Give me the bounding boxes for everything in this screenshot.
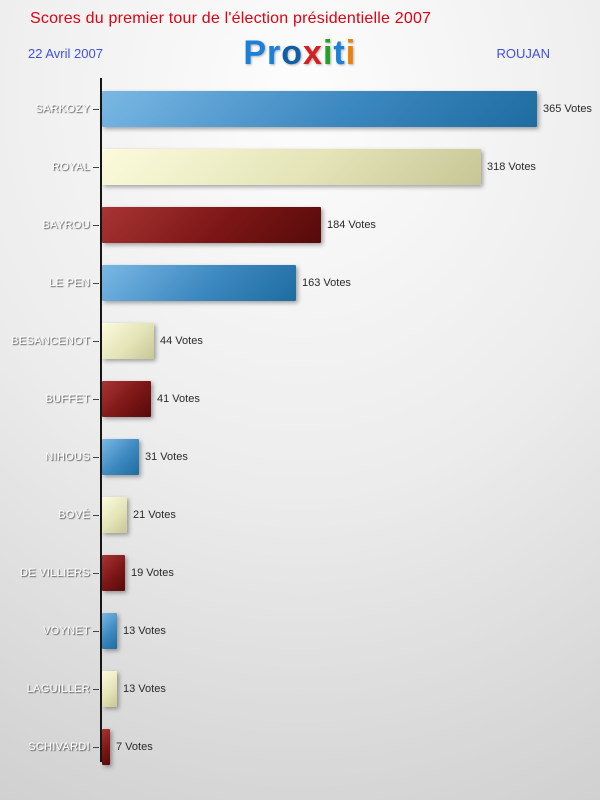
- page-title: Scores du premier tour de l'élection pré…: [30, 10, 432, 27]
- value-label: 7 Votes: [116, 741, 153, 753]
- chart-row: SCHIVARDI 7 Votes: [0, 718, 600, 776]
- bar: [102, 729, 110, 765]
- chart-row: BOVÉ 21 Votes: [0, 486, 600, 544]
- subheader: 22 Avril 2007 Proxiti ROUJAN: [0, 32, 600, 74]
- category-label: BESANCENOT: [11, 335, 90, 347]
- axis-tick-mark: [93, 573, 99, 574]
- bar: [102, 323, 154, 359]
- category-label: SARKOZY: [35, 103, 90, 115]
- category-label: VOYNET: [42, 625, 90, 637]
- chart-row: LE PEN 163 Votes: [0, 254, 600, 312]
- chart-row: VOYNET 13 Votes: [0, 602, 600, 660]
- category-label: LE PEN: [49, 277, 90, 289]
- axis-tick-mark: [93, 747, 99, 748]
- proxiti-logo: Proxiti: [243, 36, 356, 70]
- bar: [102, 439, 139, 475]
- axis-tick-mark: [93, 283, 99, 284]
- bar: [102, 149, 481, 185]
- category-label: ROYAL: [52, 161, 90, 173]
- location-label: ROUJAN: [496, 45, 550, 61]
- value-label: 318 Votes: [487, 161, 536, 173]
- axis-tick-mark: [93, 109, 99, 110]
- value-label: 13 Votes: [123, 683, 166, 695]
- chart-row: BESANCENOT 44 Votes: [0, 312, 600, 370]
- axis-tick-mark: [93, 457, 99, 458]
- value-label: 19 Votes: [131, 567, 174, 579]
- value-label: 163 Votes: [302, 277, 351, 289]
- chart-row: BUFFET 41 Votes: [0, 370, 600, 428]
- category-label: LAGUILLER: [26, 683, 90, 695]
- value-label: 184 Votes: [327, 219, 376, 231]
- logo-letter: P: [243, 34, 267, 72]
- axis-tick-mark: [93, 689, 99, 690]
- axis-tick-mark: [93, 167, 99, 168]
- logo-letter: i: [345, 34, 357, 72]
- axis-tick-mark: [93, 515, 99, 516]
- bar: [102, 381, 151, 417]
- logo-letter: o: [281, 34, 304, 72]
- bar: [102, 497, 127, 533]
- category-label: DE VILLIERS: [20, 567, 90, 579]
- chart-row: NIHOUS 31 Votes: [0, 428, 600, 486]
- chart-row: DE VILLIERS 19 Votes: [0, 544, 600, 602]
- logo-letter: t: [333, 34, 346, 72]
- value-label: 41 Votes: [157, 393, 200, 405]
- value-label: 31 Votes: [145, 451, 188, 463]
- chart-row: SARKOZY 365 Votes: [0, 80, 600, 138]
- bar: [102, 613, 117, 649]
- bar: [102, 265, 296, 301]
- axis-tick-mark: [93, 399, 99, 400]
- category-label: BOVÉ: [58, 509, 90, 521]
- bar: [102, 207, 321, 243]
- category-label: BUFFET: [45, 393, 90, 405]
- bar: [102, 555, 125, 591]
- axis-tick-mark: [93, 225, 99, 226]
- chart-row: BAYROU 184 Votes: [0, 196, 600, 254]
- header: Scores du premier tour de l'élection pré…: [0, 0, 600, 74]
- category-label: NIHOUS: [45, 451, 90, 463]
- value-label: 365 Votes: [543, 103, 592, 115]
- chart-row: LAGUILLER 13 Votes: [0, 660, 600, 718]
- logo-letter: x: [303, 34, 323, 72]
- category-label: BAYROU: [42, 219, 90, 231]
- value-label: 13 Votes: [123, 625, 166, 637]
- bar: [102, 671, 117, 707]
- chart-rows: SARKOZY 365 Votes ROYAL 318 Votes BAYROU 184 …: [0, 80, 600, 776]
- chart-row: ROYAL 318 Votes: [0, 138, 600, 196]
- axis-tick-mark: [93, 341, 99, 342]
- bar-chart: SARKOZY 365 Votes ROYAL 318 Votes BAYROU 184 …: [0, 78, 600, 776]
- category-label: SCHIVARDI: [28, 741, 90, 753]
- date-label: 22 Avril 2007: [28, 45, 103, 61]
- y-axis-line: [100, 78, 102, 762]
- logo-letter: i: [322, 34, 334, 72]
- value-label: 44 Votes: [160, 335, 203, 347]
- axis-tick-mark: [93, 631, 99, 632]
- logo-letter: r: [267, 34, 282, 72]
- bar: [102, 91, 537, 127]
- value-label: 21 Votes: [133, 509, 176, 521]
